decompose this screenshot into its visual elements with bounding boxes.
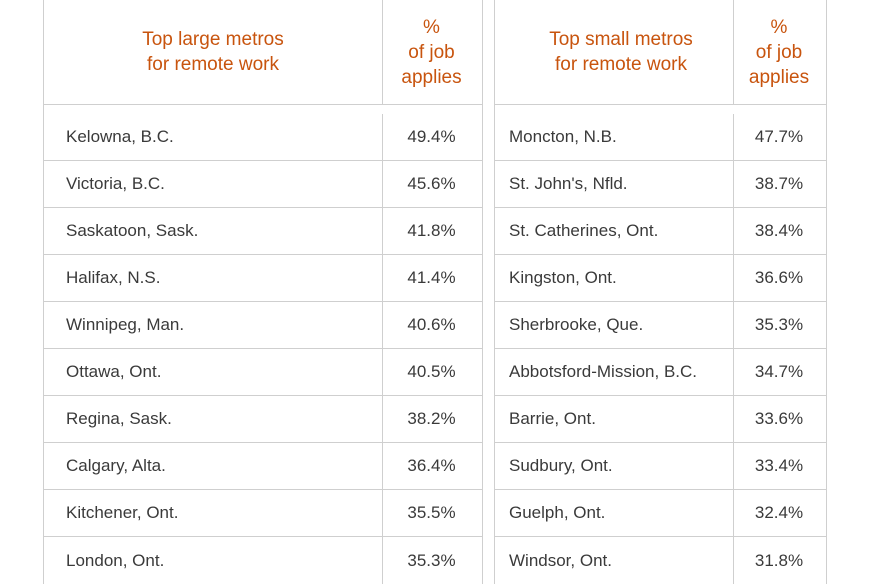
job-applies-percent: 47.7% bbox=[733, 114, 824, 160]
job-applies-percent: 45.6% bbox=[382, 161, 480, 207]
job-applies-percent: 38.4% bbox=[733, 208, 824, 254]
small-metros-header: Top small metros for remote work % of jo… bbox=[495, 0, 826, 105]
large-metros-header-value: % of job applies bbox=[382, 0, 480, 104]
city-name: Guelph, Ont. bbox=[509, 503, 606, 522]
job-applies-percent: 40.6% bbox=[382, 302, 480, 348]
city-name: St. Catherines, Ont. bbox=[509, 221, 659, 240]
job-applies-percent: 40.5% bbox=[382, 349, 480, 395]
table-row: St. Catherines, Ont. 38.4% bbox=[495, 208, 826, 255]
small-metros-table: Top small metros for remote work % of jo… bbox=[494, 0, 827, 584]
city-name: St. John's, Nfld. bbox=[509, 174, 628, 193]
table-row: Moncton, N.B. 47.7% bbox=[495, 114, 826, 161]
city-name: Kelowna, B.C. bbox=[66, 127, 174, 146]
job-applies-percent: 41.8% bbox=[382, 208, 480, 254]
job-applies-percent: 33.6% bbox=[733, 396, 824, 442]
city-name: Regina, Sask. bbox=[66, 409, 172, 428]
table-row: Kelowna, B.C. 49.4% bbox=[44, 114, 482, 161]
table-row: Sherbrooke, Que. 35.3% bbox=[495, 302, 826, 349]
table-row: St. John's, Nfld. 38.7% bbox=[495, 161, 826, 208]
city-name: Halifax, N.S. bbox=[66, 268, 161, 287]
city-name: Moncton, N.B. bbox=[509, 127, 617, 146]
large-metros-header-name: Top large metros for remote work bbox=[142, 29, 284, 75]
city-name: Barrie, Ont. bbox=[509, 409, 596, 428]
city-name: Saskatoon, Sask. bbox=[66, 221, 199, 240]
job-applies-percent: 38.2% bbox=[382, 396, 480, 442]
table-row: Kitchener, Ont. 35.5% bbox=[44, 490, 482, 537]
large-metros-body: Kelowna, B.C. 49.4% Victoria, B.C. 45.6% S… bbox=[44, 114, 482, 584]
job-applies-percent: 35.3% bbox=[382, 537, 480, 584]
table-row: Calgary, Alta. 36.4% bbox=[44, 443, 482, 490]
job-applies-percent: 35.5% bbox=[382, 490, 480, 536]
city-name: Sudbury, Ont. bbox=[509, 456, 613, 475]
city-name: Victoria, B.C. bbox=[66, 174, 165, 193]
table-row: Windsor, Ont. 31.8% bbox=[495, 537, 826, 584]
job-applies-percent: 35.3% bbox=[733, 302, 824, 348]
table-row: London, Ont. 35.3% bbox=[44, 537, 482, 584]
job-applies-percent: 32.4% bbox=[733, 490, 824, 536]
city-name: Ottawa, Ont. bbox=[66, 362, 162, 381]
city-name: Kingston, Ont. bbox=[509, 268, 617, 287]
table-row: Saskatoon, Sask. 41.8% bbox=[44, 208, 482, 255]
city-name: London, Ont. bbox=[66, 550, 165, 570]
large-metros-header: Top large metros for remote work % of jo… bbox=[44, 0, 482, 105]
small-metros-body: Moncton, N.B. 47.7% St. John's, Nfld. 38.7… bbox=[495, 114, 826, 584]
job-applies-percent: 36.4% bbox=[382, 443, 480, 489]
table-row: Guelph, Ont. 32.4% bbox=[495, 490, 826, 537]
job-applies-percent: 31.8% bbox=[733, 537, 824, 584]
small-metros-header-value: % of job applies bbox=[733, 0, 824, 104]
table-row: Kingston, Ont. 36.6% bbox=[495, 255, 826, 302]
city-name: Sherbrooke, Que. bbox=[509, 315, 644, 334]
city-name: Calgary, Alta. bbox=[66, 456, 166, 475]
table-row: Sudbury, Ont. 33.4% bbox=[495, 443, 826, 490]
table-row: Halifax, N.S. 41.4% bbox=[44, 255, 482, 302]
job-applies-percent: 36.6% bbox=[733, 255, 824, 301]
table-row: Abbotsford-Mission, B.C. 34.7% bbox=[495, 349, 826, 396]
job-applies-percent: 33.4% bbox=[733, 443, 824, 489]
table-row: Ottawa, Ont. 40.5% bbox=[44, 349, 482, 396]
city-name: Abbotsford-Mission, B.C. bbox=[509, 362, 698, 381]
small-metros-header-name: Top small metros for remote work bbox=[549, 29, 693, 75]
job-applies-percent: 41.4% bbox=[382, 255, 480, 301]
city-name: Winnipeg, Man. bbox=[66, 315, 185, 334]
city-name: Windsor, Ont. bbox=[509, 550, 612, 570]
table-row: Victoria, B.C. 45.6% bbox=[44, 161, 482, 208]
table-row: Winnipeg, Man. 40.6% bbox=[44, 302, 482, 349]
table-row: Regina, Sask. 38.2% bbox=[44, 396, 482, 443]
job-applies-percent: 49.4% bbox=[382, 114, 480, 160]
city-name: Kitchener, Ont. bbox=[66, 503, 179, 522]
job-applies-percent: 34.7% bbox=[733, 349, 824, 395]
large-metros-table: Top large metros for remote work % of jo… bbox=[43, 0, 483, 584]
job-applies-percent: 38.7% bbox=[733, 161, 824, 207]
table-row: Barrie, Ont. 33.6% bbox=[495, 396, 826, 443]
